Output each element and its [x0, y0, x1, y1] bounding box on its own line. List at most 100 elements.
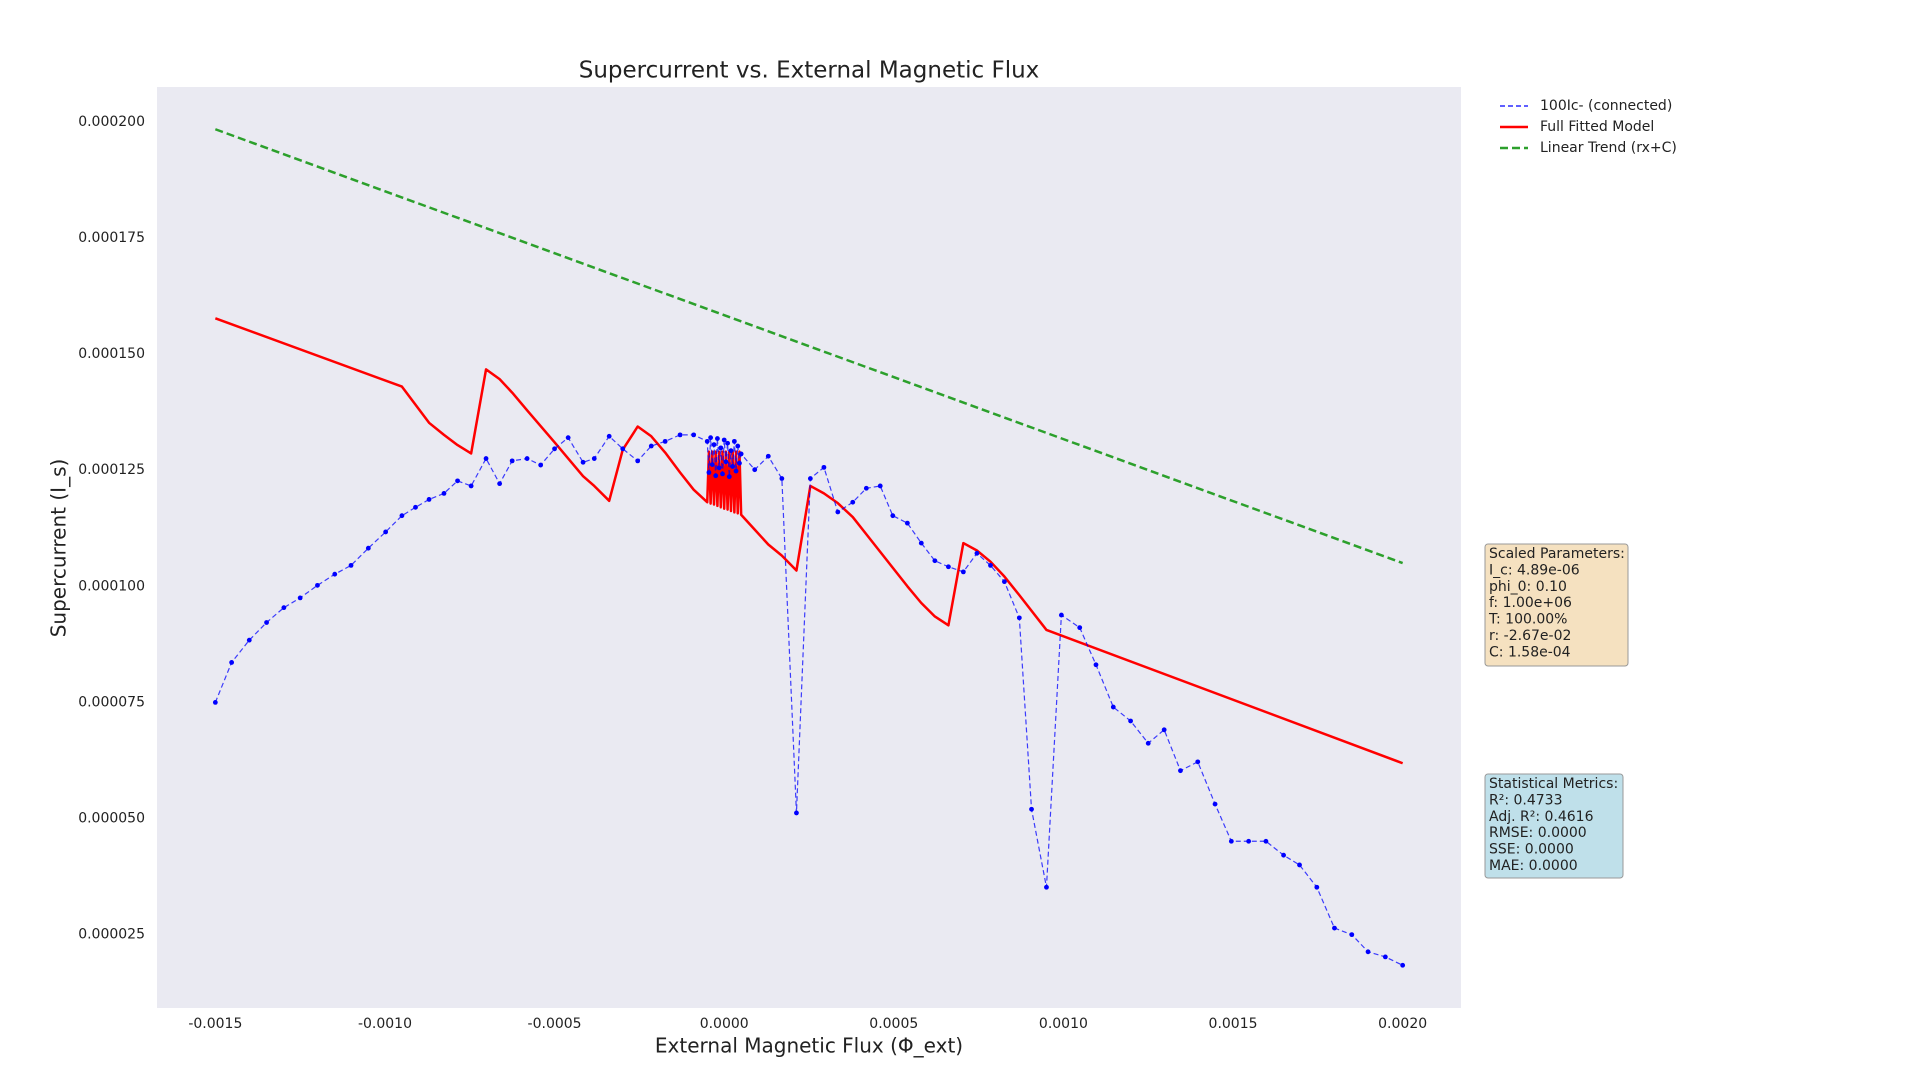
annotation-text: Statistical Metrics:: [1489, 776, 1618, 792]
data-point: [552, 446, 557, 452]
data-point: [1128, 718, 1133, 724]
data-point: [807, 476, 813, 481]
x-tick-label: 0.0000: [700, 1016, 749, 1032]
y-tick-label: 0.000200: [78, 114, 145, 130]
data-point: [524, 456, 530, 461]
data-point: [738, 451, 744, 457]
data-point: [723, 459, 729, 465]
data-point: [720, 471, 725, 477]
data-point: [733, 468, 739, 474]
annotation-text: Scaled Parameters:: [1489, 546, 1625, 562]
data-point: [1029, 806, 1034, 812]
data-point: [538, 462, 544, 468]
data-point: [1058, 612, 1064, 618]
data-point: [960, 569, 966, 575]
y-tick-label: 0.000025: [78, 927, 145, 943]
data-point: [726, 474, 732, 480]
data-point: [794, 810, 799, 816]
data-point: [713, 473, 719, 479]
data-point: [765, 453, 771, 459]
data-point: [932, 558, 938, 564]
data-point: [718, 445, 724, 451]
data-point: [1263, 838, 1269, 844]
data-point: [735, 443, 741, 449]
y-axis-label: Supercurrent (I_s): [47, 459, 71, 638]
data-point: [737, 460, 742, 466]
annotation-box: [1484, 773, 1624, 879]
data-point: [1228, 838, 1234, 844]
data-point: [730, 464, 736, 469]
annotation-text: I_c: 4.89e-06: [1489, 562, 1580, 578]
annotation-text: R²: 0.4733: [1489, 792, 1563, 808]
annotation-text: C: 1.58e-04: [1489, 644, 1571, 660]
data-point: [1281, 852, 1286, 858]
data-point: [413, 504, 418, 510]
data-point: [704, 438, 710, 444]
x-tick-label: 0.0015: [1209, 1016, 1258, 1032]
data-point: [662, 438, 668, 444]
y-tick-label: 0.000125: [78, 462, 145, 478]
legend-label: Linear Trend (rx+C): [1540, 140, 1677, 156]
data-point: [297, 595, 303, 601]
data-point: [708, 435, 714, 441]
data-point: [835, 509, 841, 515]
data-point: [946, 564, 951, 570]
data-point: [877, 483, 883, 489]
data-point: [1349, 932, 1355, 938]
data-point: [1246, 838, 1252, 844]
data-point: [1016, 615, 1022, 621]
annotation-box: [1484, 543, 1629, 667]
data-point: [711, 442, 717, 448]
x-tick-label: 0.0010: [1039, 1016, 1088, 1032]
legend-label: 100Ic- (connected): [1540, 98, 1672, 114]
data-point: [399, 513, 405, 519]
data-point: [565, 435, 571, 441]
data-point: [635, 458, 641, 464]
data-point: [918, 540, 924, 546]
chart-title: Supercurrent vs. External Magnetic Flux: [579, 58, 1040, 84]
plot-background: [157, 87, 1461, 1008]
data-point: [716, 465, 722, 471]
data-point: [1178, 768, 1183, 774]
data-point: [779, 476, 785, 481]
y-tick-label: 0.000100: [78, 578, 145, 594]
data-point: [709, 462, 715, 467]
y-tick-label: 0.000175: [78, 230, 145, 246]
data-point: [728, 448, 734, 454]
data-point: [281, 605, 287, 611]
annotation-text: r: -2.67e-02: [1489, 628, 1571, 644]
data-point: [497, 481, 503, 487]
data-point: [1195, 759, 1201, 765]
legend-label: Full Fitted Model: [1540, 119, 1654, 135]
data-point: [246, 637, 252, 643]
data-point: [988, 562, 993, 568]
data-point: [752, 467, 758, 473]
x-tick-label: -0.0015: [188, 1016, 242, 1032]
data-point: [1314, 884, 1320, 890]
data-point: [821, 464, 827, 470]
y-tick-label: 0.000050: [78, 811, 145, 827]
data-point: [365, 545, 371, 551]
data-point: [731, 438, 737, 444]
data-point: [715, 436, 720, 441]
data-point: [1382, 954, 1388, 960]
x-tick-label: 0.0005: [869, 1016, 918, 1032]
data-point: [483, 456, 489, 461]
x-tick-label: -0.0010: [358, 1016, 412, 1032]
data-point: [606, 433, 612, 439]
data-point: [620, 446, 626, 452]
annotation-text: phi_0: 0.10: [1489, 579, 1567, 595]
data-point: [1400, 962, 1406, 968]
x-axis-label: External Magnetic Flux (Φ_ext): [655, 1034, 963, 1058]
y-tick-label: 0.000150: [78, 346, 145, 362]
data-point: [1145, 740, 1151, 746]
data-point: [691, 432, 697, 438]
data-point: [383, 529, 389, 535]
data-point: [1110, 704, 1116, 710]
data-point: [441, 490, 447, 496]
data-point: [591, 456, 597, 461]
data-point: [725, 440, 730, 446]
data-point: [348, 562, 354, 568]
data-point: [890, 513, 896, 519]
